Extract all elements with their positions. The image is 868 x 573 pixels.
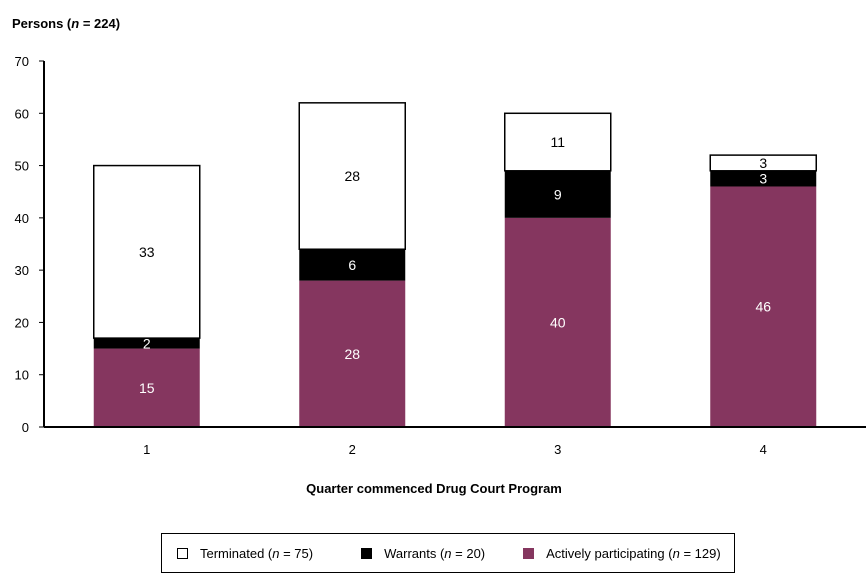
legend-label-terminated: Terminated (n = 75) <box>200 545 314 561</box>
y-tick-label: 70 <box>15 54 29 69</box>
legend-item-active: Actively participating (n = 129) <box>523 546 721 561</box>
x-tick-label: 1 <box>143 442 150 457</box>
bar-warrants <box>504 170 611 218</box>
data-label-active: 28 <box>344 346 360 362</box>
legend-swatch-terminated <box>177 547 188 559</box>
y-tick-label: 40 <box>15 211 29 226</box>
bar-active <box>504 217 611 427</box>
bar-active <box>299 280 406 427</box>
y-axis-title: Persons (n = 224) <box>12 16 121 31</box>
bar-active <box>93 348 200 427</box>
y-tick-label: 0 <box>22 420 29 435</box>
x-tick-label: 4 <box>760 442 767 457</box>
y-tick-label: 60 <box>15 106 29 121</box>
data-label-warrants: 6 <box>348 257 356 273</box>
legend-item-terminated: Terminated (n = 75) <box>177 546 313 561</box>
legend-label-warrants: Warrants (n = 20) <box>384 545 486 561</box>
bar-active <box>710 186 817 427</box>
x-tick-label: 3 <box>554 442 561 457</box>
x-tick-label: 2 <box>349 442 356 457</box>
y-tick-label: 30 <box>15 263 29 278</box>
legend-item-warrants: Warrants (n = 20) <box>361 546 485 561</box>
data-label-warrants: 3 <box>759 171 767 187</box>
data-label-terminated: 11 <box>550 134 565 150</box>
data-label-terminated: 33 <box>139 244 155 260</box>
bar-warrants <box>299 249 406 281</box>
data-label-warrants: 2 <box>143 335 151 351</box>
data-label-terminated: 3 <box>759 155 767 171</box>
data-label-terminated: 28 <box>344 168 360 184</box>
y-tick-label: 10 <box>15 368 29 383</box>
legend: Terminated (n = 75) Warrants (n = 20) Ac… <box>161 533 735 573</box>
bar-warrants <box>710 170 817 187</box>
x-axis-title: Quarter commenced Drug Court Program <box>306 481 562 496</box>
bar-warrants <box>93 338 200 349</box>
data-label-active: 40 <box>550 314 566 330</box>
data-label-warrants: 9 <box>554 186 562 202</box>
bar-terminated <box>709 154 817 172</box>
y-tick-label: 20 <box>15 315 29 330</box>
y-tick-label: 50 <box>15 159 29 174</box>
legend-swatch-warrants <box>361 547 373 559</box>
data-label-active: 46 <box>755 299 771 315</box>
bar-terminated <box>93 164 201 339</box>
data-label-active: 15 <box>139 380 155 396</box>
legend-swatch-active <box>523 547 535 559</box>
legend-label-active: Actively participating (n = 129) <box>546 545 721 561</box>
bar-terminated <box>504 112 612 172</box>
bar-terminated <box>298 102 406 250</box>
